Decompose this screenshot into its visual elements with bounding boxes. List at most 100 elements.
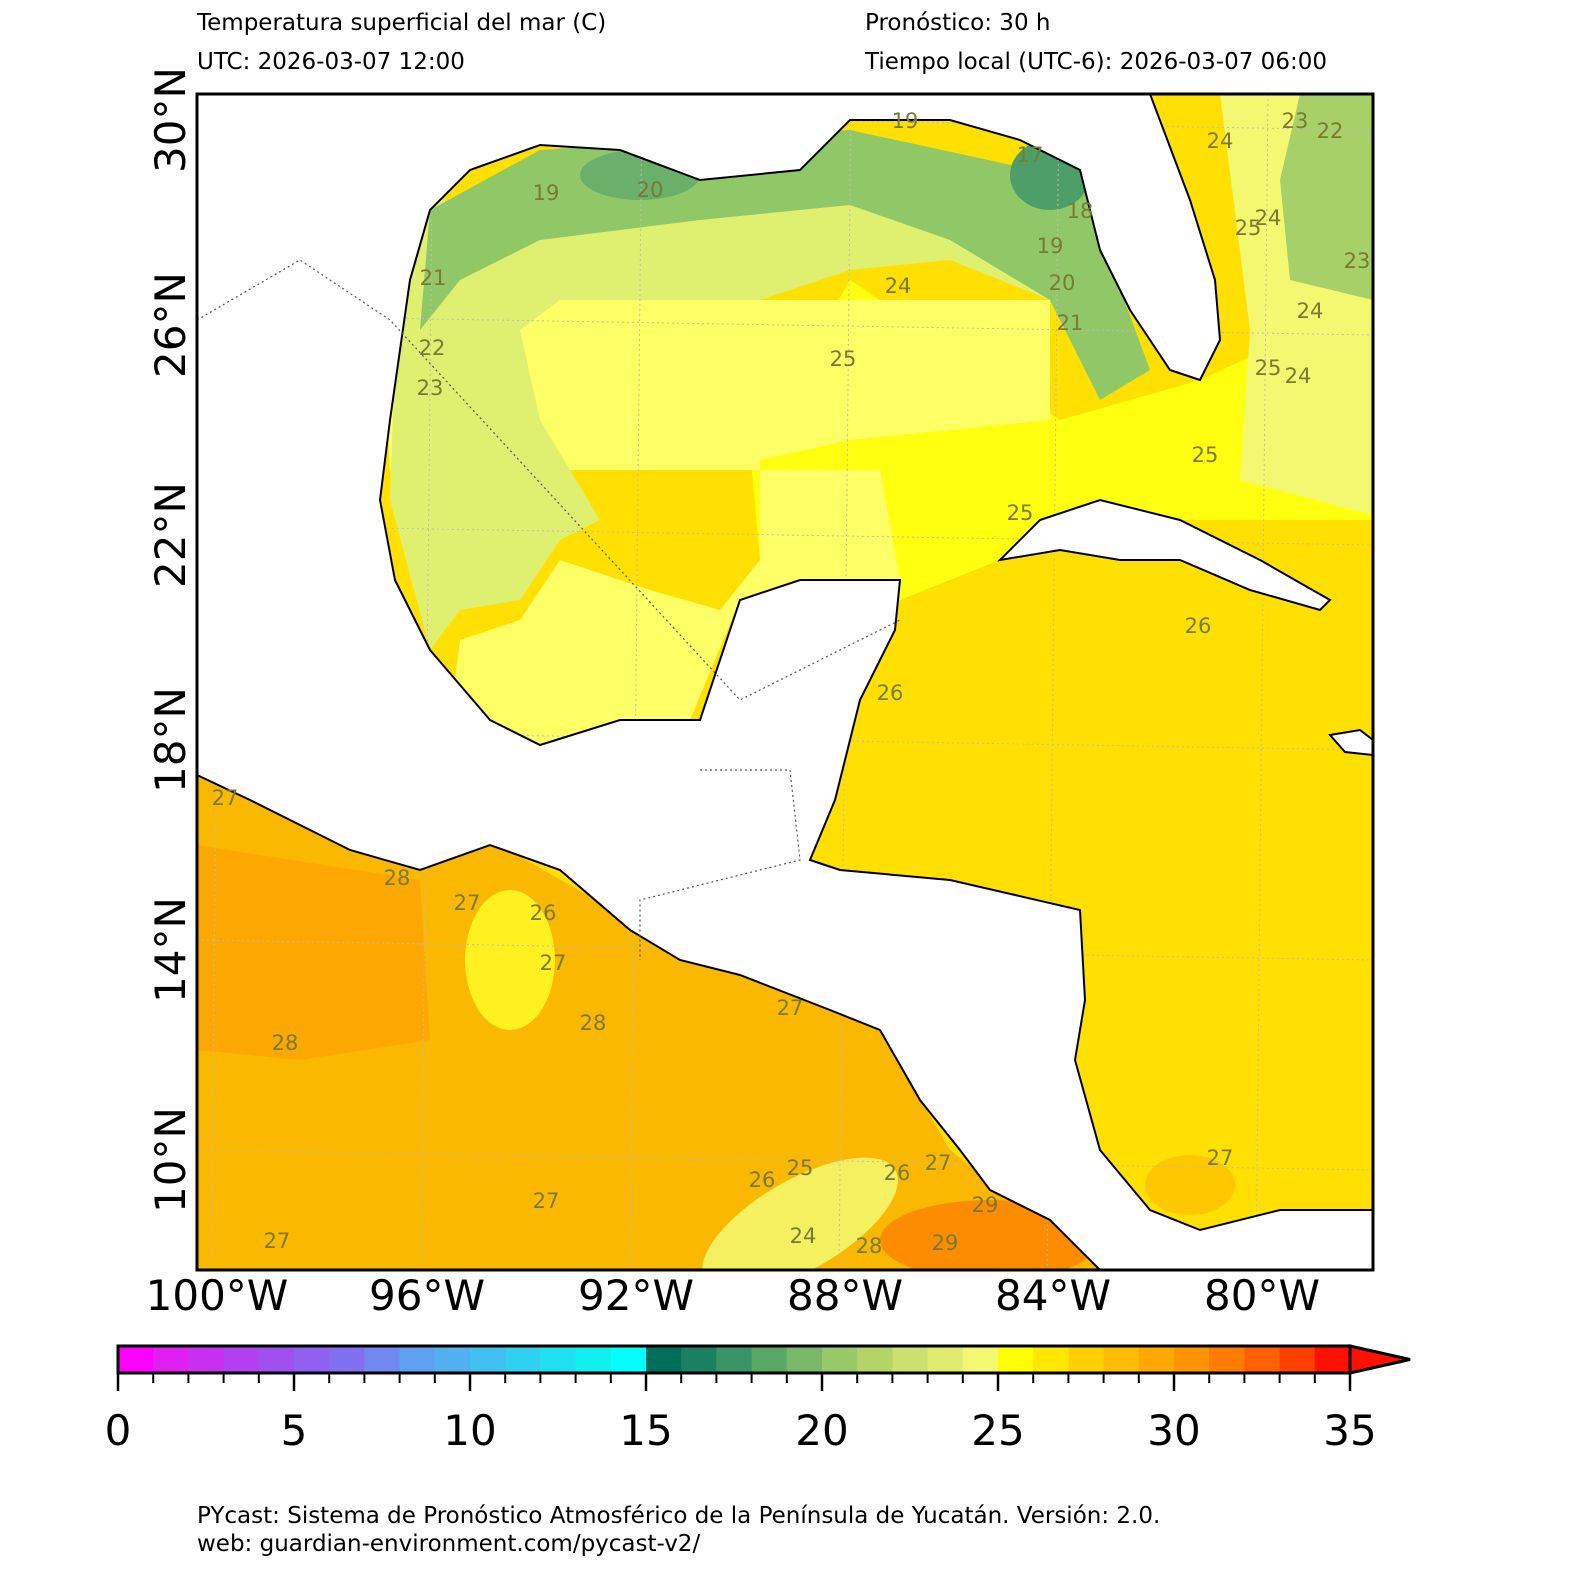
colorbar-segment xyxy=(1068,1346,1105,1373)
lon-label: 96°W xyxy=(369,1271,485,1320)
contour-label: 19 xyxy=(892,109,919,133)
colorbar-segment xyxy=(681,1346,717,1373)
colorbar-segment xyxy=(294,1346,330,1373)
contour-label: 27 xyxy=(533,1189,560,1213)
contour-label: 25 xyxy=(1235,216,1262,240)
contour-label: 20 xyxy=(1049,271,1076,295)
lat-label: 30°N xyxy=(146,67,195,173)
contour-label: 24 xyxy=(885,274,912,298)
contour-label: 28 xyxy=(856,1234,883,1258)
colorbar: 0 5 10 15 20 25 30 35 xyxy=(105,1344,1411,1455)
lon-label: 88°W xyxy=(787,1271,903,1320)
colorbar-segment xyxy=(1174,1346,1210,1373)
contour-label: 26 xyxy=(530,901,557,925)
colorbar-segment xyxy=(434,1346,471,1373)
colorbar-tick-label: 10 xyxy=(443,1406,496,1455)
colorbar-segment xyxy=(1103,1346,1140,1373)
colorbar-extend xyxy=(1348,1344,1411,1375)
colorbar-tick-label: 0 xyxy=(105,1406,132,1455)
colorbar-segment xyxy=(610,1346,647,1373)
lat-label: 14°N xyxy=(146,897,195,1003)
colorbar-tick-label: 15 xyxy=(619,1406,672,1455)
colorbar-segment xyxy=(540,1346,577,1373)
colorbar-segment xyxy=(575,1346,612,1373)
contour-label: 23 xyxy=(1282,109,1309,133)
contour-label: 26 xyxy=(749,1168,776,1192)
colorbar-segment xyxy=(223,1346,260,1373)
contour-label: 29 xyxy=(972,1193,999,1217)
colorbar-tick-label: 35 xyxy=(1323,1406,1376,1455)
jamaica xyxy=(1328,728,1373,757)
axes: 30°N 26°N 22°N 18°N 14°N 10°N 100°W 96°W 92°W 88°… xyxy=(146,67,1320,1320)
contour-label: 24 xyxy=(1207,129,1234,153)
colorbar-segment xyxy=(1244,1346,1281,1373)
sea-zone xyxy=(420,130,1150,400)
contour-label: 27 xyxy=(454,891,481,915)
sea-zone xyxy=(380,300,1050,760)
lon-label: 80°W xyxy=(1204,1271,1320,1320)
colorbar-segment xyxy=(786,1346,823,1373)
colorbar-segment xyxy=(153,1346,189,1373)
contour-label: 28 xyxy=(580,1011,607,1035)
contour-label: 19 xyxy=(1037,234,1064,258)
sea-zone xyxy=(702,1157,898,1270)
cuba xyxy=(997,498,1332,612)
colorbar-segment xyxy=(364,1346,401,1373)
colorbar-segment xyxy=(822,1346,858,1373)
footer-line: web: guardian-environment.com/pycast-v2/ xyxy=(197,1531,700,1557)
colorbar-segment xyxy=(1279,1346,1316,1373)
sea-zone xyxy=(1145,1155,1235,1215)
contour-label: 25 xyxy=(1007,501,1034,525)
colorbar-segment xyxy=(1033,1346,1069,1373)
contour-label: 25 xyxy=(1255,356,1282,380)
colorbar-frame xyxy=(116,1344,1352,1375)
lat-label: 22°N xyxy=(146,482,195,588)
lon-label: 100°W xyxy=(146,1271,289,1320)
grid-line xyxy=(197,1149,1373,1171)
contour-label: 27 xyxy=(777,996,804,1020)
lat-label: 26°N xyxy=(146,272,195,378)
colorbar-segment xyxy=(470,1346,506,1373)
colorbar-segment xyxy=(962,1346,999,1373)
lat-label: 10°N xyxy=(146,1107,195,1213)
border xyxy=(639,769,801,960)
grid-line xyxy=(197,939,1373,961)
colorbar-segment xyxy=(1209,1346,1245,1373)
contour-label: 26 xyxy=(877,681,904,705)
contour-label: 22 xyxy=(1317,119,1344,143)
sea-zone xyxy=(197,845,430,1060)
contour-label: 22 xyxy=(419,336,446,360)
contour-label: 20 xyxy=(637,178,664,202)
contour-label: 21 xyxy=(420,266,447,290)
contour-label: 27 xyxy=(925,1151,952,1175)
contour-label: 18 xyxy=(1067,199,1094,223)
colorbar-segment xyxy=(927,1346,964,1373)
colorbar-tick-label: 30 xyxy=(1147,1406,1200,1455)
colorbar-tick-label: 20 xyxy=(795,1406,848,1455)
colorbar-segment xyxy=(329,1346,365,1373)
colorbar-segment xyxy=(118,1346,154,1373)
lon-label: 92°W xyxy=(578,1271,694,1320)
map-frame xyxy=(195,92,1375,1272)
sea-zone xyxy=(465,890,555,1030)
lat-label: 18°N xyxy=(146,687,195,793)
colorbar-segment xyxy=(1138,1346,1175,1373)
contour-label: 17 xyxy=(1017,143,1044,167)
map: 19 20191718192021212223242525252626272827… xyxy=(197,94,1373,1270)
contour-label: 24 xyxy=(1297,299,1324,323)
sea-zone xyxy=(1280,94,1373,300)
forecast: Pronóstico: 30 h xyxy=(865,10,1050,36)
contour-label: 27 xyxy=(212,786,239,810)
contour-label: 25 xyxy=(787,1156,814,1180)
grid-line xyxy=(420,94,434,1270)
grid-line xyxy=(629,94,643,1270)
contour-label: 27 xyxy=(264,1229,291,1253)
colorbar-segment xyxy=(188,1346,225,1373)
contour-label: 21 xyxy=(1057,311,1084,335)
colorbar-segment xyxy=(998,1346,1034,1373)
contour-labels: 19 20191718192021212223242525252626272827… xyxy=(212,109,1371,1258)
contour-label: 25 xyxy=(1192,443,1219,467)
colorbar-segment xyxy=(258,1346,295,1373)
contour-label: 27 xyxy=(1207,1146,1234,1170)
